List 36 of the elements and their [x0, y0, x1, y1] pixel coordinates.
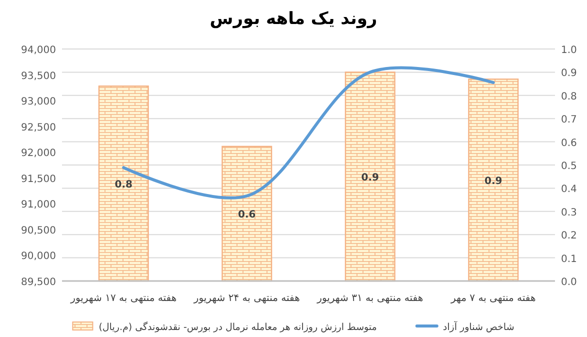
y-tick-label: 91,000 — [21, 200, 56, 211]
y-tick-label: 90,500 — [21, 225, 56, 236]
legend-label: شاخص شناور آزاد — [442, 321, 514, 333]
y2-tick-label: 0.8 — [561, 91, 577, 102]
y2-tick-label: 0.7 — [561, 114, 577, 126]
y-tick-label: 90,000 — [21, 251, 56, 262]
y2-tick-label: 0.1 — [561, 254, 577, 265]
y2-tick-label: 0.4 — [561, 184, 577, 196]
x-tick-label: هفته منتهی به ۳۱ شهریور — [316, 293, 424, 304]
data-label: 0.9 — [361, 172, 380, 184]
legend-label: متوسط ارزش روزانه هر معامله نرمال در بورس- نقدشوندگی (م.ریال) — [98, 321, 377, 333]
y-tick-label: 89,500 — [21, 277, 56, 288]
data-label: 0.6 — [238, 210, 256, 221]
y2-tick-label: 0.9 — [561, 68, 577, 80]
bar — [98, 86, 149, 282]
y2-tick-label: 0.5 — [561, 161, 577, 172]
y-tick-label: 91,500 — [21, 174, 56, 185]
bar — [222, 146, 272, 282]
y-tick-label: 94,000 — [21, 45, 56, 56]
y2-tick-label: 0.0 — [561, 277, 577, 288]
data-label: 0.9 — [484, 176, 502, 188]
y2-tick-label: 0.3 — [561, 207, 577, 218]
bar — [468, 78, 519, 282]
data-label: 0.8 — [114, 180, 133, 191]
x-tick-label: هفته منتهی به ۷ مهر — [450, 293, 536, 304]
y-tick-label: 93,000 — [21, 96, 56, 108]
chart-title: روند یک ماهه بورس — [210, 9, 378, 29]
y2-tick-label: 1.0 — [561, 45, 577, 56]
bar — [344, 72, 396, 282]
y-tick-label: 92,000 — [21, 148, 56, 160]
y-tick-label: 92,500 — [21, 122, 56, 134]
y2-tick-label: 0.6 — [561, 138, 577, 149]
x-tick-label: هفته منتهی به ۲۴ شهریور — [192, 293, 300, 304]
y-tick-label: 93,500 — [21, 70, 56, 82]
y2-tick-label: 0.2 — [561, 230, 577, 242]
x-tick-label: هفته منتهی به ۱۷ شهریور — [70, 293, 177, 304]
